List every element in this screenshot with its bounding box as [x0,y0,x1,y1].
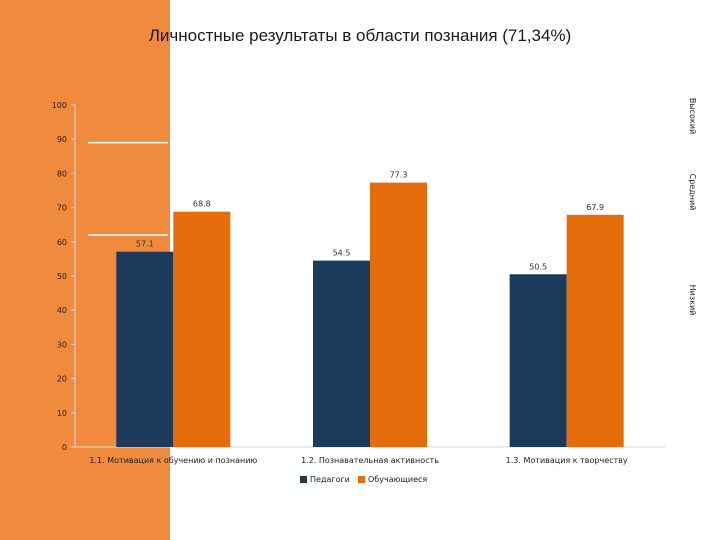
y-tick-label-70: 70 [57,204,67,213]
y-tick-label-60: 60 [57,238,67,247]
bar-teachers-2 [313,260,370,447]
bar-students-1 [173,211,231,447]
data-label-teachers-3: 50.5 [529,262,547,271]
data-label-teachers-1: 57.1 [136,240,154,249]
y-tick-label-100: 100 [52,101,67,110]
x-category-label-2: 1.2. Познавательная активность [301,456,439,465]
bar-students-2 [370,182,427,447]
y-tick-label-0: 0 [62,443,67,452]
y-tick-label-50: 50 [57,272,67,281]
level-label-2: Средний [688,174,697,211]
legend-swatch-teachers [300,476,307,483]
x-category-label-1: 1.1. Мотивация к обучению и познанию [89,456,257,465]
data-label-students-3: 67.9 [586,203,604,212]
y-tick-label-80: 80 [57,169,67,178]
data-label-teachers-2: 54.5 [333,249,351,258]
y-tick-label-20: 20 [57,375,67,384]
data-label-students-1: 68.8 [193,200,211,209]
bar-students-3 [566,214,624,447]
data-label-students-2: 77.3 [390,171,408,180]
level-label-1: Высокий [688,98,697,134]
x-category-label-3: 1.3. Мотивация к творчеству [506,456,628,465]
bar-teachers-1 [116,251,174,447]
y-tick-label-90: 90 [57,135,67,144]
legend-label-teachers: Педагоги [310,475,350,484]
y-tick-label-10: 10 [57,409,67,418]
y-tick-label-30: 30 [57,340,67,349]
bar-teachers-3 [509,274,567,447]
legend-swatch-students [358,476,365,483]
level-label-3: Низкий [688,285,697,316]
y-tick-label-40: 40 [57,306,67,315]
title-background [170,0,720,90]
legend-label-students: Обучающиеся [368,475,427,484]
chart-title: Личностные результаты в области познания… [148,26,572,45]
